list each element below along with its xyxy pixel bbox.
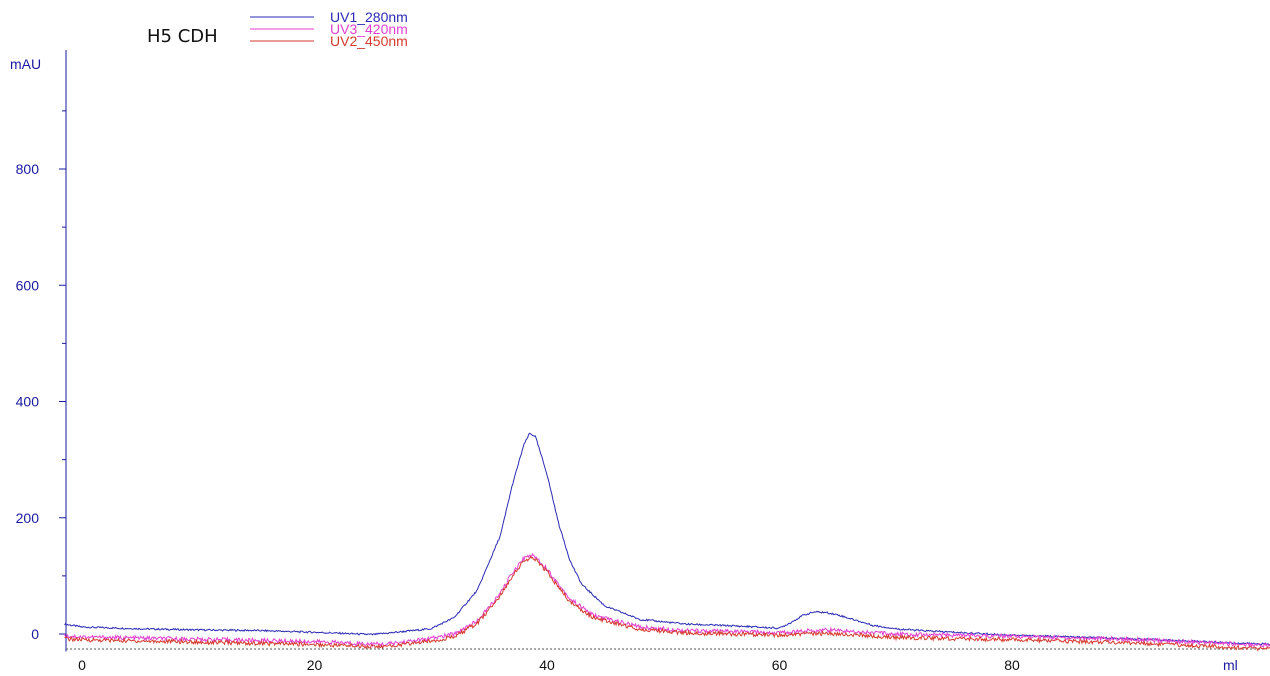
- y-tick-label: 600: [16, 277, 40, 293]
- x-axis-label: ml: [1223, 657, 1238, 673]
- legend-label-UV3_420nm: UV3_420nm: [330, 21, 408, 37]
- series-line-UV2_450nm: [64, 555, 1270, 652]
- legend-label-UV2_450nm: UV2_450nm: [330, 33, 408, 49]
- chart-title: H5 CDH: [147, 26, 218, 47]
- y-tick-label: 400: [16, 394, 40, 410]
- x-tick-label: 80: [1004, 657, 1020, 673]
- plot-area: 0 200 400 600 800 0 20 40 60 80: [16, 50, 1270, 673]
- y-axis-label: mAU: [10, 56, 41, 72]
- x-tick-label: 60: [772, 657, 788, 673]
- x-tick-label: 40: [539, 657, 555, 673]
- y-tick-label: 0: [31, 626, 39, 642]
- y-tick-label: 200: [16, 510, 40, 526]
- legend-label-UV1_280nm: UV1_280nm: [330, 9, 408, 25]
- y-tick-label: 800: [16, 161, 40, 177]
- x-tick-label: 0: [78, 657, 86, 673]
- series-line-UV3_420nm: [64, 552, 1270, 649]
- x-tick-label: 20: [307, 657, 323, 673]
- series-line-UV1_280nm: [64, 432, 1270, 646]
